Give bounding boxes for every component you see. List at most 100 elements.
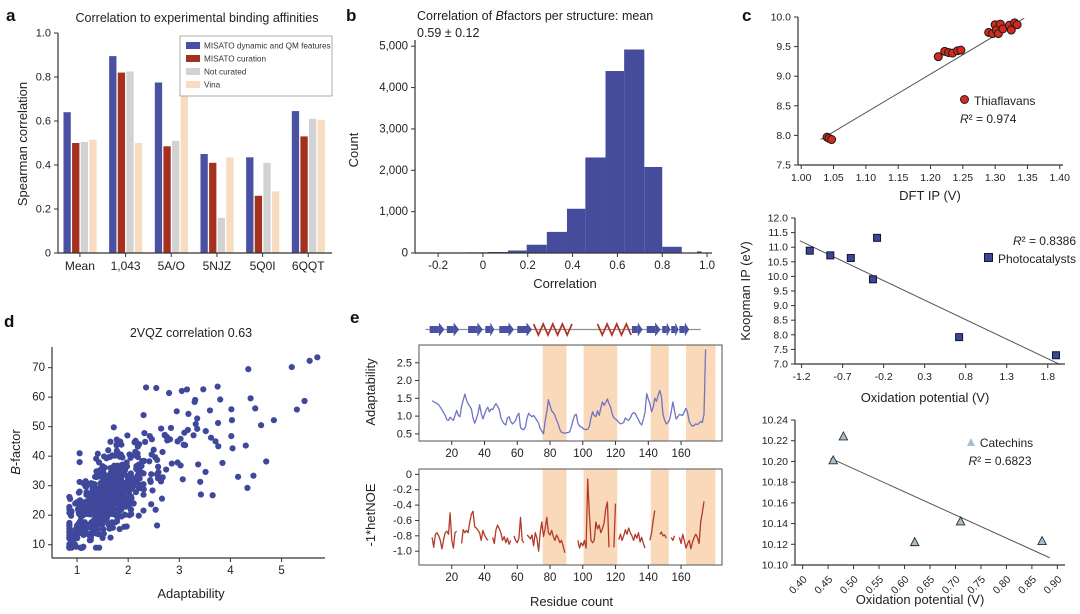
svg-text:1.15: 1.15 — [888, 172, 909, 184]
svg-text:1.0: 1.0 — [699, 260, 715, 272]
thiaflavans-legend: Thiaflavans R² = 0.974 — [960, 92, 1075, 128]
svg-text:-0.8: -0.8 — [393, 530, 412, 542]
svg-text:120: 120 — [606, 572, 625, 584]
svg-text:10.12: 10.12 — [762, 539, 788, 551]
svg-text:1,043: 1,043 — [111, 259, 141, 273]
svg-text:1.40: 1.40 — [1050, 172, 1071, 184]
svg-text:60: 60 — [511, 572, 524, 584]
svg-text:70: 70 — [32, 362, 45, 374]
svg-text:120: 120 — [606, 448, 625, 460]
svg-text:5: 5 — [278, 565, 284, 577]
bar-chart-binding-affinities: Mean 1,043 5A/O 5NJZ 5Q0I 6QQT 0 0.2 0.4 0.6 0.8 1.… — [36, 28, 333, 273]
svg-text:0.2: 0.2 — [520, 260, 536, 272]
svg-text:50: 50 — [32, 421, 45, 433]
svg-text:1.10: 1.10 — [856, 172, 877, 184]
svg-text:1,000: 1,000 — [379, 206, 408, 218]
svg-text:0.8: 0.8 — [654, 260, 670, 272]
panel-d-title: 2VQZ correlation 0.63 — [129, 326, 253, 340]
svg-text:9.0: 9.0 — [773, 300, 788, 312]
svg-text:1.0: 1.0 — [36, 28, 51, 40]
svg-text:10.18: 10.18 — [762, 477, 788, 489]
svg-text:9.0: 9.0 — [776, 71, 791, 83]
svg-text:2.0: 2.0 — [397, 375, 412, 387]
svg-text:160: 160 — [671, 448, 690, 460]
svg-text:1.05: 1.05 — [823, 172, 844, 184]
panel-e-xlabel: Residue count — [529, 594, 614, 609]
photocatalysts-legend: R² = 0.8386 Photocatalysts — [930, 232, 1076, 268]
panel-b-title-line2: 0.59 ± 0.12 — [417, 25, 480, 40]
svg-text:0: 0 — [45, 248, 51, 260]
panel-e-letter: e — [350, 308, 360, 327]
svg-text:2.5: 2.5 — [397, 357, 412, 369]
scatter-thiaflavans: 7.5 8.0 8.5 9.0 9.5 10.0 1.00 1.05 1.10 1.15 1.20 1… — [771, 12, 1071, 185]
svg-text:1.5: 1.5 — [397, 393, 412, 405]
svg-text:10.20: 10.20 — [762, 456, 788, 468]
svg-text:9.5: 9.5 — [773, 286, 788, 298]
svg-text:12.0: 12.0 — [768, 213, 789, 225]
panel-d-xlabel: Adaptability — [157, 586, 225, 601]
svg-text:1.0: 1.0 — [397, 411, 412, 423]
svg-text:80: 80 — [544, 448, 557, 460]
svg-text:40: 40 — [478, 572, 491, 584]
svg-text:8.0: 8.0 — [776, 130, 791, 142]
svg-text:-0.4: -0.4 — [393, 500, 412, 512]
svg-text:MISATO curation: MISATO curation — [204, 55, 266, 64]
svg-text:40: 40 — [32, 451, 45, 463]
svg-text:20: 20 — [32, 510, 45, 522]
line-hetnoe: 0 -0.2 -0.4 -0.6 -0.8 -1.0 20 40 60 80 100 120 140 16… — [393, 468, 723, 584]
svg-text:1.3: 1.3 — [999, 371, 1014, 383]
svg-text:0: 0 — [480, 260, 486, 272]
svg-text:9.5: 9.5 — [776, 41, 791, 53]
triangle-marker-icon — [966, 438, 975, 446]
svg-text:1.20: 1.20 — [920, 172, 941, 184]
svg-text:0.6: 0.6 — [36, 116, 51, 128]
svg-text:4,000: 4,000 — [379, 82, 408, 94]
svg-text:20: 20 — [445, 572, 458, 584]
catechins-r2: R² = 0.6823 — [968, 454, 1032, 468]
svg-text:160: 160 — [671, 572, 690, 584]
photocatalysts-r2: R² = 0.8386 — [1012, 234, 1076, 248]
svg-text:10.5: 10.5 — [768, 256, 789, 268]
svg-text:1: 1 — [74, 565, 80, 577]
svg-text:3,000: 3,000 — [379, 123, 408, 135]
svg-text:140: 140 — [639, 448, 658, 460]
svg-text:7.5: 7.5 — [773, 344, 788, 356]
panel-a-title: Correlation to experimental binding affi… — [75, 11, 319, 25]
svg-text:60: 60 — [511, 448, 524, 460]
svg-text:5NJZ: 5NJZ — [203, 259, 232, 273]
svg-text:Vina: Vina — [204, 81, 221, 90]
panel-b-xlabel: Correlation — [533, 276, 597, 291]
svg-text:-1.0: -1.0 — [393, 546, 412, 558]
svg-text:140: 140 — [639, 572, 658, 584]
svg-text:8.5: 8.5 — [773, 315, 788, 327]
svg-text:100: 100 — [573, 572, 592, 584]
svg-text:Mean: Mean — [65, 259, 95, 273]
scatter-bfactor-adaptability: 10 20 30 40 50 60 70 1 2 3 4 5 — [32, 347, 325, 577]
panel-b-letter: b — [346, 6, 357, 25]
svg-text:3: 3 — [176, 565, 182, 577]
thiaflavans-r2: R² = 0.974 — [960, 112, 1017, 126]
line-adaptability: 0.5 1.0 1.5 2.0 2.5 20 40 60 80 100 120 140 160 — [397, 344, 723, 460]
svg-text:10.14: 10.14 — [762, 518, 788, 530]
svg-text:8.5: 8.5 — [776, 100, 791, 112]
svg-text:2,000: 2,000 — [379, 165, 408, 177]
svg-text:-0.2: -0.2 — [428, 260, 448, 272]
panel-b-ylabel: Count — [346, 132, 361, 168]
svg-text:2: 2 — [125, 565, 131, 577]
svg-text:8.0: 8.0 — [773, 329, 788, 341]
svg-text:7.5: 7.5 — [776, 160, 791, 172]
svg-text:10.0: 10.0 — [771, 12, 792, 24]
svg-text:10.0: 10.0 — [768, 271, 789, 283]
photocatalysts-legend-entry: Photocatalysts — [930, 250, 1076, 268]
svg-text:1.25: 1.25 — [953, 172, 974, 184]
svg-text:-0.2: -0.2 — [875, 371, 893, 383]
panel-a-letter: a — [6, 6, 16, 25]
svg-text:10.24: 10.24 — [762, 415, 788, 427]
svg-text:11.5: 11.5 — [768, 227, 788, 239]
square-marker-icon — [983, 253, 993, 262]
panel-a-ylabel: Spearman correlation — [15, 81, 30, 207]
svg-text:MISATO dynamic and QM features: MISATO dynamic and QM features — [204, 42, 331, 51]
svg-text:100: 100 — [573, 448, 592, 460]
svg-text:40: 40 — [478, 448, 491, 460]
svg-text:30: 30 — [32, 480, 45, 492]
